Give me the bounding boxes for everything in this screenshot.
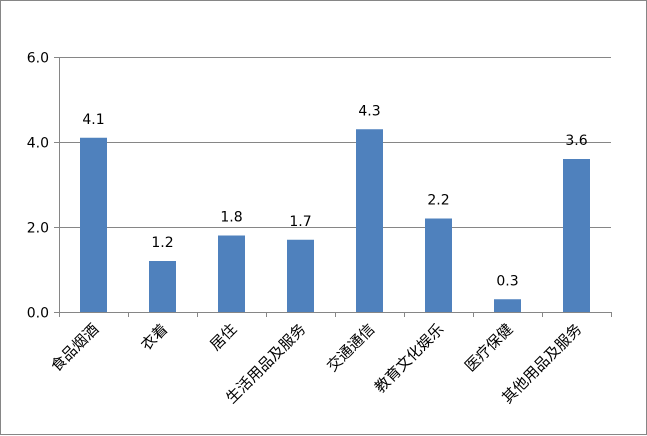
bar	[149, 261, 176, 312]
data-label: 4.1	[82, 112, 104, 128]
data-label: 2.2	[427, 193, 449, 209]
x-tick-label: 衣着	[137, 320, 171, 354]
data-label: 0.3	[496, 273, 518, 289]
bar	[80, 137, 107, 312]
bar	[356, 129, 383, 312]
data-label: 3.6	[565, 133, 587, 149]
data-label: 1.7	[289, 214, 311, 230]
data-label: 4.3	[358, 103, 380, 119]
data-label: 1.8	[220, 210, 242, 226]
bar	[563, 159, 590, 312]
axes	[54, 57, 612, 317]
data-label: 1.2	[151, 235, 173, 251]
x-tick-label: 食品烟酒	[47, 320, 102, 375]
x-tick-label: 医疗保健	[461, 320, 516, 375]
bar	[287, 239, 314, 312]
bar	[218, 235, 245, 312]
x-tick-label: 居住	[206, 320, 240, 354]
x-tick-label: 教育文化娱乐	[371, 320, 447, 396]
bar	[425, 218, 452, 312]
y-tick-label: 0.0	[27, 306, 49, 322]
bar	[494, 299, 521, 312]
bars	[80, 129, 590, 312]
y-tick-label: 2.0	[27, 221, 49, 237]
y-tick-label: 4.0	[27, 136, 49, 152]
gridlines	[59, 57, 611, 228]
labels: 0.02.04.06.04.1食品烟酒1.2衣着1.8居住1.7生活用品及服务4…	[27, 51, 588, 408]
x-tick-label: 交通通信	[323, 320, 378, 375]
y-tick-label: 6.0	[27, 51, 49, 67]
